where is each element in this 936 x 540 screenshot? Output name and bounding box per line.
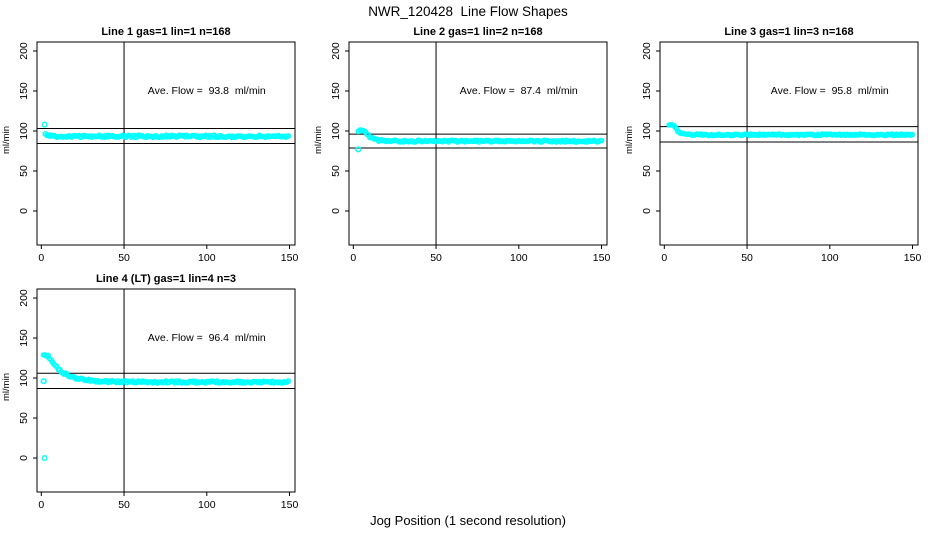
flow-panel-3: 0 50 100 150 0 50 100 150 200 ml/min Line 3 gas=1 …	[624, 26, 921, 264]
plot-box	[348, 41, 608, 246]
figure-title: NWR_120428 Line Flow Shapes	[368, 4, 568, 19]
y-tick-label: 100	[18, 122, 30, 140]
x-axis-caption: Jog Position (1 second resolution)	[370, 513, 566, 528]
avg-flow-annotation: Ave. Flow = 87.4 ml/min	[460, 85, 578, 97]
y-tick-label: 200	[18, 289, 30, 307]
y-tick-label: 0	[18, 208, 30, 214]
x-tick-label: 100	[510, 252, 528, 264]
flow-panel-2: 0 50 100 150 0 50 100 150 200 ml/min Line 2 gas=1 …	[313, 26, 610, 264]
panel-title: Line 4 (LT) gas=1 lin=4 n=3	[96, 273, 236, 285]
y-tick-label: 150	[18, 82, 30, 100]
data-point	[285, 378, 292, 384]
y-tick-label: 0	[641, 208, 653, 214]
y-tick-label: 200	[18, 42, 30, 60]
outlier-point	[41, 454, 48, 462]
x-tick-label: 150	[904, 252, 922, 264]
y-tick-label: 50	[641, 165, 653, 177]
y-tick-label: 100	[330, 122, 342, 140]
flow-data-points	[40, 352, 292, 462]
y-axis-label: ml/min	[1, 373, 12, 401]
y-tick-label: 150	[641, 82, 653, 100]
y-tick-label: 0	[18, 455, 30, 461]
panels-group: 0 50 100 150 0 50 100 150 200 ml/min Line 1 gas=1 …	[1, 26, 921, 511]
plot-box	[36, 288, 296, 493]
y-tick-label: 150	[330, 82, 342, 100]
x-tick-label: 0	[38, 252, 44, 264]
y-tick-label: 50	[18, 412, 30, 424]
flow-panel-4: 0 50 100 150 0 50 100 150 200 ml/min Line 4 (LT) g…	[1, 273, 298, 511]
y-tick-label: 0	[330, 208, 342, 214]
avg-flow-annotation: Ave. Flow = 96.4 ml/min	[148, 332, 266, 344]
flow-data-points	[355, 127, 605, 153]
y-tick-label: 50	[18, 165, 30, 177]
plot-box	[659, 41, 919, 246]
outlier-point	[40, 378, 47, 385]
flow-data-points	[41, 121, 292, 141]
y-tick-label: 50	[330, 165, 342, 177]
panel-title: Line 2 gas=1 lin=2 n=168	[413, 26, 542, 38]
panel-title: Line 1 gas=1 lin=1 n=168	[101, 26, 230, 38]
data-point	[598, 137, 605, 144]
avg-flow-annotation: Ave. Flow = 93.8 ml/min	[148, 85, 266, 97]
y-axis-label: ml/min	[624, 126, 635, 154]
y-tick-label: 200	[641, 42, 653, 60]
y-tick-label: 100	[641, 122, 653, 140]
x-tick-label: 0	[661, 252, 667, 264]
avg-flow-annotation: Ave. Flow = 95.8 ml/min	[771, 85, 889, 97]
x-tick-label: 50	[741, 252, 753, 264]
x-tick-label: 50	[118, 499, 130, 511]
outlier-point	[41, 121, 48, 128]
x-tick-label: 100	[198, 499, 216, 511]
x-tick-label: 50	[118, 252, 130, 264]
x-tick-label: 100	[821, 252, 839, 264]
x-tick-label: 100	[198, 252, 216, 264]
y-tick-label: 100	[18, 369, 30, 387]
x-tick-label: 0	[38, 499, 44, 511]
data-point	[285, 133, 292, 139]
data-point	[909, 131, 916, 138]
outlier-point	[355, 146, 362, 153]
panel-title: Line 3 gas=1 lin=3 n=168	[724, 26, 853, 38]
x-tick-label: 50	[430, 252, 442, 264]
y-axis-label: ml/min	[313, 126, 324, 154]
y-tick-label: 150	[18, 329, 30, 347]
x-tick-label: 150	[281, 499, 299, 511]
x-tick-label: 150	[281, 252, 299, 264]
x-tick-label: 150	[593, 252, 611, 264]
y-tick-label: 200	[330, 42, 342, 60]
flow-data-points	[666, 122, 916, 139]
y-axis-label: ml/min	[1, 126, 12, 154]
flow-panel-1: 0 50 100 150 0 50 100 150 200 ml/min Line 1 gas=1 …	[1, 26, 298, 264]
x-tick-label: 0	[350, 252, 356, 264]
